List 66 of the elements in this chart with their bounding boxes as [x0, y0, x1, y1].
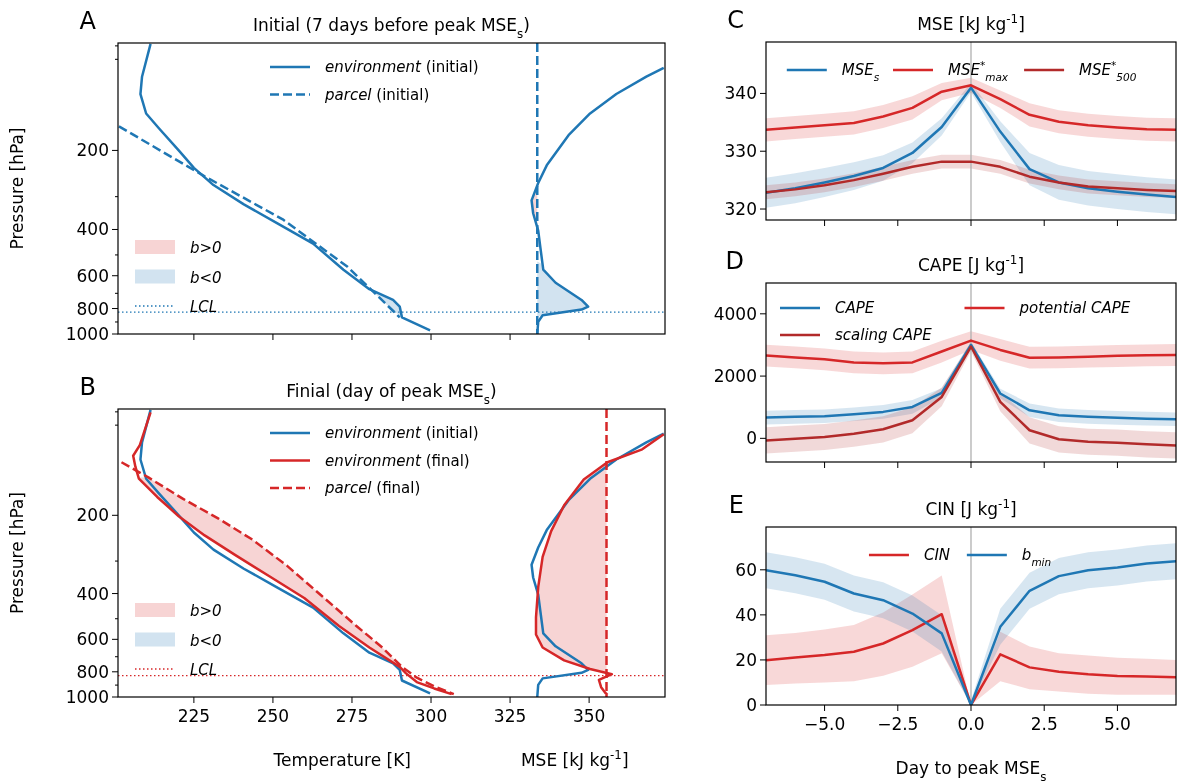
- text: A: [79, 7, 97, 35]
- text: D: [725, 247, 744, 275]
- x-tick-label: 275: [335, 706, 369, 726]
- x-tick-label: 300: [414, 706, 448, 726]
- y-tick-label: 1000: [65, 687, 109, 707]
- text: MSE [kJ kg$^{-1}$]: [520, 748, 629, 770]
- text: E: [728, 491, 744, 519]
- x-tick-label: −5.0: [803, 714, 846, 734]
- text: C: [727, 6, 744, 34]
- chart-title: CIN [J kg$^{-1}$]: [925, 497, 1017, 519]
- legend-label: CAPE: [835, 299, 875, 317]
- x-tick-label: 350: [572, 706, 606, 726]
- legend-label: environment (final): [325, 451, 470, 470]
- line-series: [766, 612, 1176, 705]
- legend-label: environment (initial): [325, 58, 479, 76]
- chart-title: Initial (7 days before peak MSE$_{s}$): [253, 15, 530, 41]
- x-axis-title: Temperature [K]: [272, 750, 412, 770]
- legend-label: b$_{min}$: [1021, 546, 1052, 568]
- legend-label: parcel (initial): [324, 85, 430, 104]
- y-tick-label: 20: [735, 649, 757, 670]
- legend-label: b<0: [190, 268, 222, 287]
- legend-label: scaling CAPE: [835, 326, 933, 344]
- y-tick-label: 60: [735, 559, 757, 580]
- y-tick-label: 800: [76, 298, 109, 319]
- x-tick-label: 225: [177, 706, 211, 726]
- x-tick-label: −2.5: [877, 714, 919, 734]
- x-tick-label: 325: [493, 706, 527, 726]
- y-tick-label: 600: [76, 265, 109, 286]
- chart-title: Finial (day of peak MSE$_{s}$): [286, 381, 497, 407]
- y-tick-label: 2000: [713, 366, 757, 387]
- x-axis-title: Day to peak MSE$_{s}$: [895, 758, 1047, 782]
- y-tick-label: 1000: [65, 324, 109, 344]
- x-tick-label: 5.0: [1103, 714, 1131, 734]
- y-tick-label: 400: [76, 219, 109, 240]
- line-series: [766, 160, 1176, 194]
- y-tick-label: 800: [76, 661, 109, 682]
- legend-label: parcel (final): [324, 479, 421, 497]
- ref-line-label: LCL: [190, 298, 218, 316]
- chart-title: CAPE [J kg$^{-1}$]: [917, 253, 1025, 275]
- chart-title: MSE [kJ kg$^{-1}$]: [917, 12, 1025, 34]
- line-series: [766, 84, 1176, 132]
- y-axis-title: Pressure [hPa]: [7, 492, 27, 614]
- text: B: [79, 373, 96, 401]
- x-tick-label: 2.5: [1030, 714, 1058, 734]
- y-tick-label: 0: [746, 695, 757, 715]
- y-tick-label: 200: [76, 505, 109, 526]
- y-tick-label: 200: [76, 140, 109, 161]
- y-tick-label: 400: [76, 583, 109, 604]
- legend-label: b>0: [190, 602, 222, 620]
- y-tick-label: 4000: [713, 303, 757, 324]
- legend-label: environment (initial): [325, 424, 479, 442]
- y-tick-label: 600: [76, 629, 109, 650]
- y-axis-title: Pressure [hPa]: [7, 127, 27, 250]
- x-tick-label: 0.0: [957, 714, 985, 734]
- legend-label: potential CAPE: [1018, 299, 1131, 317]
- legend-label: MSE$_{s}$: [841, 61, 880, 83]
- legend-label: CIN: [923, 546, 951, 564]
- ref-line-label: LCL: [190, 661, 218, 679]
- y-tick-label: 330: [724, 141, 757, 162]
- y-tick-label: 340: [724, 83, 757, 104]
- legend-label: b>0: [190, 239, 222, 257]
- legend-label: b<0: [190, 631, 222, 650]
- x-tick-label: 250: [256, 706, 290, 726]
- y-tick-label: 320: [724, 199, 757, 220]
- y-tick-label: 0: [746, 428, 757, 449]
- y-tick-label: 40: [735, 604, 757, 625]
